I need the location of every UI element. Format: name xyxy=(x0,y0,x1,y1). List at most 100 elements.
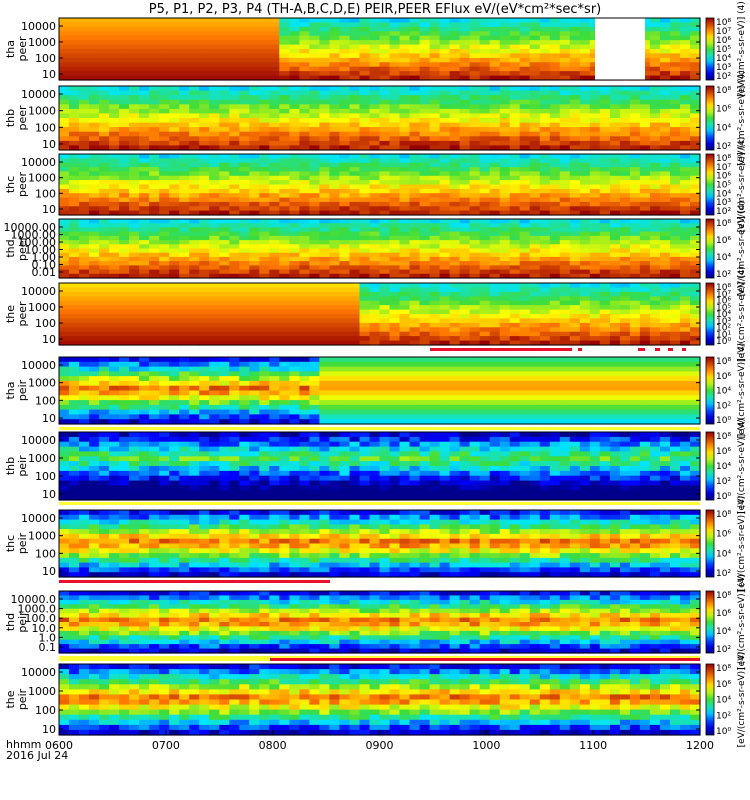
colorbar-tick-label: 10⁷ xyxy=(716,27,731,37)
colorbar-tick-label: 10⁵ xyxy=(716,181,731,191)
colorbar-label: [eV/(cm²-s-sr-eV)] (4) xyxy=(737,574,747,670)
colorbar-label: [eV/(cm²-s-sr-eV)] (4) xyxy=(737,1,747,97)
colorbar-tick-label: 10⁶ xyxy=(716,236,731,246)
y-tick-label: 10 xyxy=(42,488,56,501)
y-tick-label: 1000.0 xyxy=(18,603,57,616)
date-label: 2016 Jul 24 xyxy=(6,749,68,762)
panel-frame xyxy=(58,85,701,151)
y-tick-label: 1000 xyxy=(28,685,56,698)
panel-frame xyxy=(58,356,701,425)
colorbar-tick-label: 10⁶ xyxy=(716,36,731,46)
colorbar xyxy=(705,282,715,346)
y-tick-label: 10 xyxy=(42,723,56,736)
colorbar xyxy=(705,590,715,654)
colorbar-tick-label: 10⁴ xyxy=(716,123,731,133)
colorbar xyxy=(705,218,715,279)
panel-frame xyxy=(58,153,701,216)
colorbar-tick-label: 10⁶ xyxy=(716,530,731,540)
colorbar-tick-label: 10⁶ xyxy=(716,609,731,619)
y-tick-label: 10 xyxy=(42,565,56,578)
colorbar-tick-label: 10⁸ xyxy=(716,357,731,367)
panel-frame xyxy=(58,431,701,501)
y-tick-label: 10000.00 xyxy=(4,221,57,234)
colorbar-tick-label: 10⁸ xyxy=(716,510,731,520)
panel-thc-peir: 10000 1000 100 10 thcpeir 10⁸ 10⁶ 10⁴ 10² [eV/(cm… xyxy=(4,496,747,592)
panel-frame xyxy=(58,17,701,81)
y-tick-label: 100 xyxy=(35,394,56,407)
colorbar-tick-label: 10⁸ xyxy=(716,283,731,293)
colorbar-tick-label: 10⁴ xyxy=(716,253,731,263)
y-tick-label: 100 xyxy=(35,52,56,65)
x-tick-label: 1000 xyxy=(472,739,500,752)
colorbar-tick-label: 10⁷ xyxy=(716,163,731,173)
colorbar-label: [eV/(cm²-s-sr-eV)] (4) xyxy=(737,70,747,166)
y-tick-label: 1000 xyxy=(28,301,56,314)
colorbar-tick-label: 10⁸ xyxy=(716,18,731,28)
colorbar xyxy=(705,663,715,736)
colorbar xyxy=(705,17,715,81)
y-tick-label: 0.1 xyxy=(39,641,57,654)
colorbar-tick-label: 10⁴ xyxy=(716,54,731,64)
x-tick-label: 0700 xyxy=(152,739,180,752)
colorbar-tick-label: 10⁴ xyxy=(716,462,731,472)
panel-ylabel: thdpeir xyxy=(4,611,29,633)
panel-thb-peir: 10000 1000 100 10 thbpeir 10⁸ 10⁶ 10⁴ 10² 10⁰ [eV/… xyxy=(4,418,747,514)
colorbar xyxy=(705,153,715,216)
colorbar-label: [eV/(cm²-s-sr-eV)] (4) xyxy=(737,652,747,748)
panel-ylabel: thapeer xyxy=(4,36,29,62)
panel-frame xyxy=(58,509,701,578)
panel-ylabel: thcpeir xyxy=(4,532,29,554)
y-tick-label: 10000 xyxy=(21,512,56,525)
colorbar-tick-label: 10² xyxy=(716,477,731,487)
colorbar-label: [eV/(cm²-s-sr-eV)] (4) xyxy=(737,137,747,233)
colorbar-tick-label: 10⁶ xyxy=(716,297,731,307)
colorbar-tick-label: 10⁸ xyxy=(716,219,731,229)
y-tick-label: 0.01 xyxy=(32,266,57,279)
colorbar-label: [eV/(cm²-s-sr-eV)] (4) xyxy=(737,343,747,439)
y-tick-label: 10 xyxy=(42,203,56,216)
colorbar-tick-label: 10² xyxy=(716,645,731,655)
y-tick-label: 10000 xyxy=(21,666,56,679)
colorbar-tick-label: 10⁴ xyxy=(716,387,731,397)
colorbar-tick-label: 10³ xyxy=(716,317,731,327)
y-tick-label: 1.00 xyxy=(32,251,57,264)
colorbar-label: [eV/(cm²-s-sr-eV)] (4) xyxy=(737,418,747,514)
y-tick-label: 10000 xyxy=(21,156,56,169)
colorbar-label: [eV/(cm²-s-sr-eV)] (4) xyxy=(737,266,747,362)
x-tick-label: 0600 xyxy=(45,739,73,752)
panel-tha-peir: 10000 1000 100 10 thapeir 10⁸ 10⁶ 10⁴ 10² 10⁰ [eV/… xyxy=(4,343,747,439)
colorbar-label: [eV/(cm²-s-sr-eV)] (4) xyxy=(737,496,747,592)
colorbar-tick-label: 10⁶ xyxy=(716,680,731,690)
colorbar-tick-label: 10⁵ xyxy=(716,303,731,313)
panel-ylabel: thepeir xyxy=(4,688,29,710)
panel-ylabel: thcpeer xyxy=(4,172,29,198)
colorbar-tick-label: 10⁴ xyxy=(716,696,731,706)
quality-flag-bar xyxy=(59,580,700,583)
colorbar xyxy=(705,509,715,578)
panel-the-peer: 10000100010010thepeer10⁸10⁷10⁶10⁵10⁴10³1… xyxy=(4,266,747,362)
colorbar-tick-label: 10² xyxy=(716,569,731,579)
panel-thc-peer: 10000100010010thcpeer10⁸10⁷10⁶10⁵10⁴10³1… xyxy=(4,137,747,233)
y-tick-label: 1000 xyxy=(28,377,56,390)
y-tick-label: 0.10 xyxy=(32,259,57,272)
x-tick-label: 0900 xyxy=(366,739,394,752)
colorbar-tick-label: 10⁴ xyxy=(716,627,731,637)
panel-thb-peer: 10000 1000 100 10 thbpeer 10⁸ 10⁶ 10⁴ 10² [eV/(cm… xyxy=(4,70,747,166)
panel-ylabel: thapeir xyxy=(4,379,29,401)
y-tick-label: 10 xyxy=(42,68,56,81)
colorbar-tick-label: 10⁶ xyxy=(716,372,731,382)
y-tick-label: 100 xyxy=(35,121,56,134)
x-tick-label: 1200 xyxy=(686,739,714,752)
colorbar-tick-label: 10⁰ xyxy=(716,727,731,737)
colorbar-tick-label: 10⁴ xyxy=(716,549,731,559)
colorbar-tick-label: 10² xyxy=(716,72,731,82)
panel-tha-peer: 10000100010010thapeer10⁸10⁷10⁶10⁵10⁴10³1… xyxy=(4,1,747,97)
colorbar-tick-label: 10⁵ xyxy=(716,45,731,55)
colorbar-tick-label: 10⁸ xyxy=(716,432,731,442)
y-tick-label: 100 xyxy=(35,547,56,560)
colorbar xyxy=(705,356,715,425)
y-tick-label: 1000 xyxy=(28,530,56,543)
panel-frame xyxy=(58,282,701,346)
colorbar-tick-label: 10⁶ xyxy=(716,172,731,182)
